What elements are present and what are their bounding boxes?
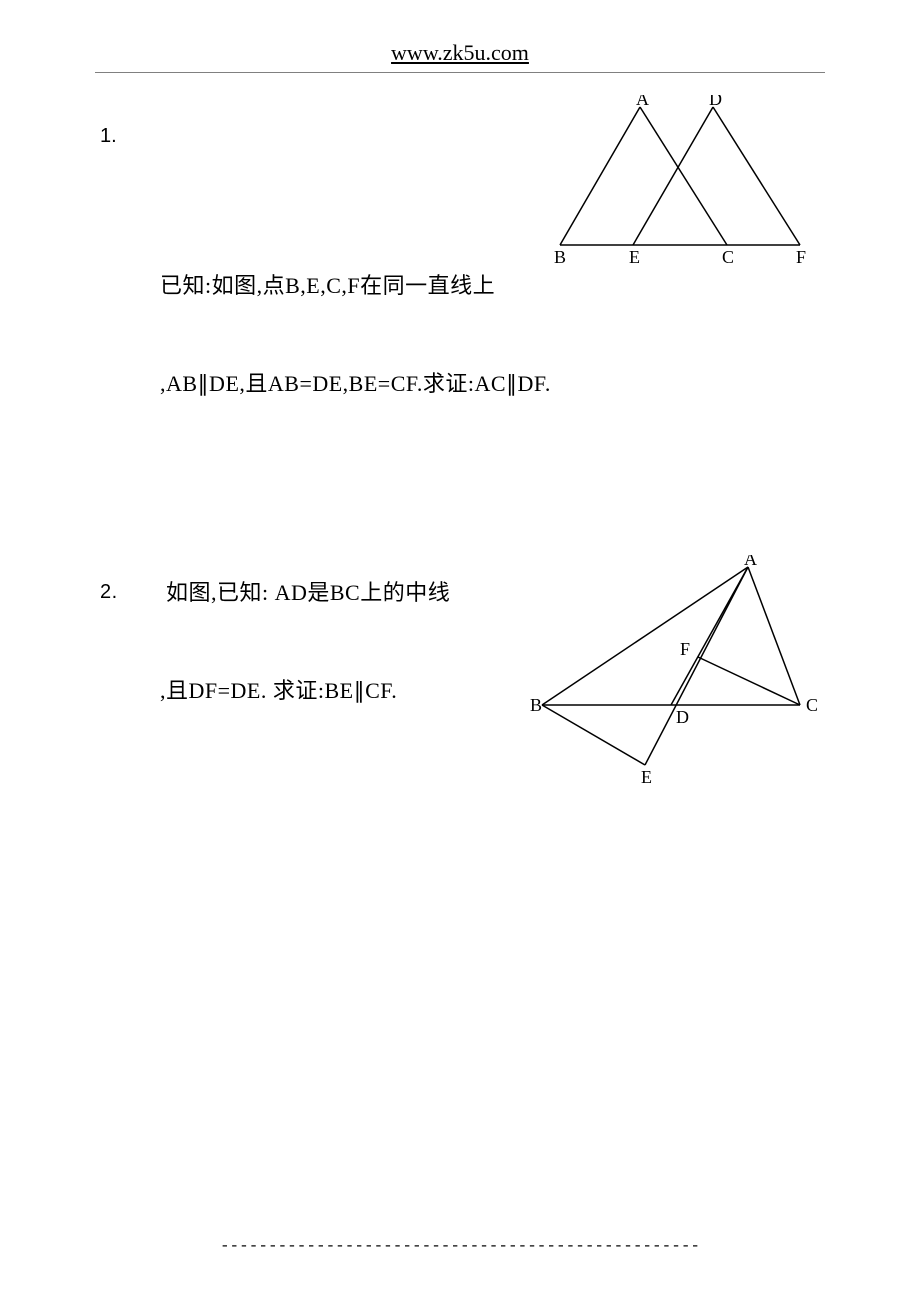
problem-1-number: 1. [100,123,140,149]
footer-dashes: ----------------------------------------… [0,1237,920,1255]
header-url-text: www.zk5u.com [391,40,529,65]
page: www.zk5u.com 1. 已知:如图,点B,E,C,F在同一直线上 ,AB… [0,0,920,1300]
svg-text:B: B [554,247,566,267]
problem-2-number: 2. [100,579,140,605]
problem-1-line1: 已知:如图,点B,E,C,F在同一直线上 [160,272,820,301]
svg-text:F: F [680,639,690,659]
svg-text:D: D [676,707,689,727]
problem-1-line2: ,AB∥DE,且AB=DE,BE=CF.求证:AC∥DF. [160,370,820,399]
svg-text:A: A [636,95,649,109]
svg-text:E: E [629,247,640,267]
svg-text:E: E [641,767,652,787]
figure-1: A D B E C F [550,95,820,265]
svg-text:F: F [796,247,806,267]
figure-1-svg: A D B E C F [550,95,820,270]
figure-2-svg: A B C D E F [530,555,820,790]
svg-text:C: C [722,247,734,267]
svg-text:B: B [530,695,542,715]
svg-text:C: C [806,695,818,715]
figure-2: A B C D E F [530,555,820,805]
svg-text:A: A [744,555,757,569]
problem-2-line1: 如图,已知: AD是BC上的中线 [166,579,450,608]
header-url[interactable]: www.zk5u.com [0,0,920,66]
svg-text:D: D [709,95,722,109]
